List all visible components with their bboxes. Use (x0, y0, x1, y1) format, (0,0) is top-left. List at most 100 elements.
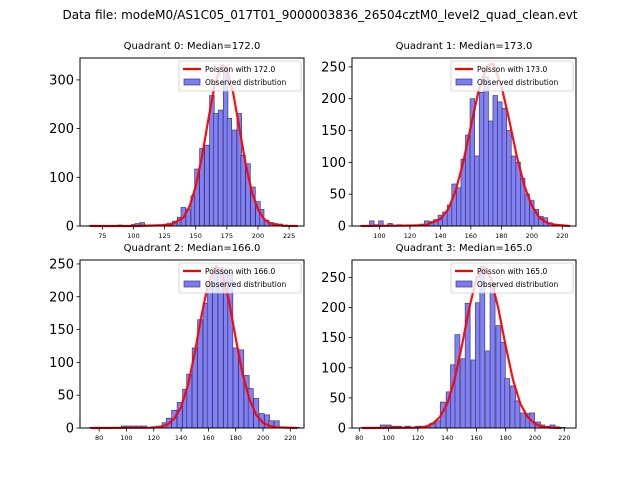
y-tick-label: 0 (338, 220, 346, 235)
histogram-bar (492, 95, 498, 227)
y-tick-label: 200 (321, 92, 346, 107)
y-tick-label: 50 (329, 188, 346, 203)
y-tick-label: 100 (49, 171, 74, 186)
y-tick-label: 250 (321, 271, 346, 286)
y-tick-label: 300 (49, 73, 74, 88)
x-tick-label: 180 (495, 232, 507, 240)
x-tick-label: 220 (284, 434, 296, 442)
x-tick-label: 180 (229, 434, 241, 442)
histogram-bar (514, 400, 521, 429)
y-tick-label: 50 (329, 391, 346, 406)
y-tick-label: 0 (66, 422, 74, 437)
histogram-bar (506, 130, 512, 227)
subplot-quadrant-1: Quadrant 1: Median=173.0 100 120 140 160 180… (321, 41, 577, 240)
legend-observed-swatch (183, 280, 201, 288)
axes-frame (351, 57, 577, 227)
legend-box (178, 262, 302, 294)
histogram-bar (474, 155, 480, 227)
x-tick-label: 100 (120, 434, 132, 442)
legend: Poisson with 166.0 Observed distribution (178, 262, 302, 294)
x-tick-label: 160 (470, 434, 482, 442)
y-tick-label: 0 (66, 220, 74, 235)
y-tick-label: 200 (321, 301, 346, 316)
legend-observed-label: Observed distribution (205, 280, 286, 289)
histogram-bar (206, 284, 213, 429)
histogram-bar (240, 155, 246, 227)
histogram-bar (217, 109, 224, 227)
histogram-bars (360, 76, 567, 227)
x-tick-label: 220 (558, 434, 570, 442)
x-tick-label: 160 (465, 232, 477, 240)
histogram-bar (510, 155, 517, 227)
x-tick-label: 160 (202, 434, 214, 442)
x-tick-label: 120 (148, 434, 160, 442)
y-tick-label: 100 (321, 361, 346, 376)
axes-frame (79, 57, 305, 227)
subplot-quadrant-2: Quadrant 2: Median=166.0 80 100 120 140 160 1… (49, 243, 305, 442)
x-tick-label: 220 (556, 232, 568, 240)
x-tick-label: 75 (98, 232, 106, 240)
y-tick-label: 250 (321, 60, 346, 75)
histogram-bar (489, 283, 496, 429)
x-tick-label: 120 (412, 434, 424, 442)
y-tick-label: 0 (338, 422, 346, 437)
histogram-bar (483, 76, 489, 227)
axes-frame (351, 259, 577, 429)
legend-observed-swatch (455, 280, 473, 288)
x-tick-label: 80 (95, 434, 103, 442)
x-tick-label: 100 (382, 434, 394, 442)
x-tick-label: 150 (190, 232, 202, 240)
legend: Poisson with 165.0 Observed distribution (450, 262, 574, 294)
legend-poisson-label: Poisson with 166.0 (205, 267, 275, 276)
subplot-quadrant-3: Quadrant 3: Median=165.0 80 100 120 140 160 1… (321, 243, 577, 442)
x-tick-label: 200 (529, 434, 541, 442)
legend-observed-label: Observed distribution (477, 280, 558, 289)
histogram-bar (212, 113, 219, 227)
x-tick-label: 125 (158, 232, 170, 240)
y-tick-label: 100 (321, 156, 346, 171)
x-tick-label: 175 (221, 232, 233, 240)
legend-poisson-label: Poisson with 172.0 (205, 65, 275, 74)
histogram-bar (226, 118, 232, 227)
x-tick-label: 200 (252, 232, 264, 240)
histogram-bar (456, 187, 462, 227)
legend: Poisson with 173.0 Observed distribution (450, 60, 574, 92)
subplot-title: Quadrant 0: Median=172.0 (124, 41, 261, 52)
legend-observed-label: Observed distribution (205, 78, 286, 87)
y-tick-label: 100 (49, 356, 74, 371)
legend-observed-swatch (455, 78, 473, 86)
y-tick-label: 50 (57, 389, 74, 404)
subplot-title: Quadrant 1: Median=173.0 (396, 41, 533, 52)
legend-box (450, 262, 574, 294)
legend-observed-label: Observed distribution (477, 78, 558, 87)
x-tick-label: 80 (355, 434, 363, 442)
legend: Poisson with 172.0 Observed distribution (178, 60, 302, 92)
axes-frame (79, 259, 305, 429)
histogram-bars (360, 266, 566, 429)
x-tick-label: 100 (373, 232, 385, 240)
histogram-bar (454, 334, 461, 429)
x-tick-label: 180 (500, 434, 512, 442)
legend-poisson-label: Poisson with 173.0 (477, 65, 547, 74)
legend-box (178, 60, 302, 92)
histogram-bar (231, 129, 237, 227)
histogram-bar (488, 120, 494, 227)
legend-observed-swatch (183, 78, 201, 86)
histogram-bar (501, 107, 508, 227)
x-tick-label: 140 (441, 434, 453, 442)
subplot-title: Quadrant 3: Median=165.0 (396, 243, 533, 254)
subplot-title: Quadrant 2: Median=166.0 (124, 243, 261, 254)
y-tick-label: 150 (321, 331, 346, 346)
y-tick-label: 250 (49, 257, 74, 272)
figure-suptitle: Data file: modeM0/AS1C05_017T01_90000038… (62, 8, 578, 22)
legend-poisson-label: Poisson with 165.0 (477, 267, 547, 276)
x-tick-label: 100 (127, 232, 139, 240)
x-tick-label: 200 (526, 232, 538, 240)
x-tick-label: 200 (257, 434, 269, 442)
legend-box (450, 60, 574, 92)
y-tick-label: 150 (49, 323, 74, 338)
y-tick-label: 200 (49, 122, 74, 137)
histogram-bar (504, 378, 511, 429)
x-tick-label: 225 (283, 232, 295, 240)
